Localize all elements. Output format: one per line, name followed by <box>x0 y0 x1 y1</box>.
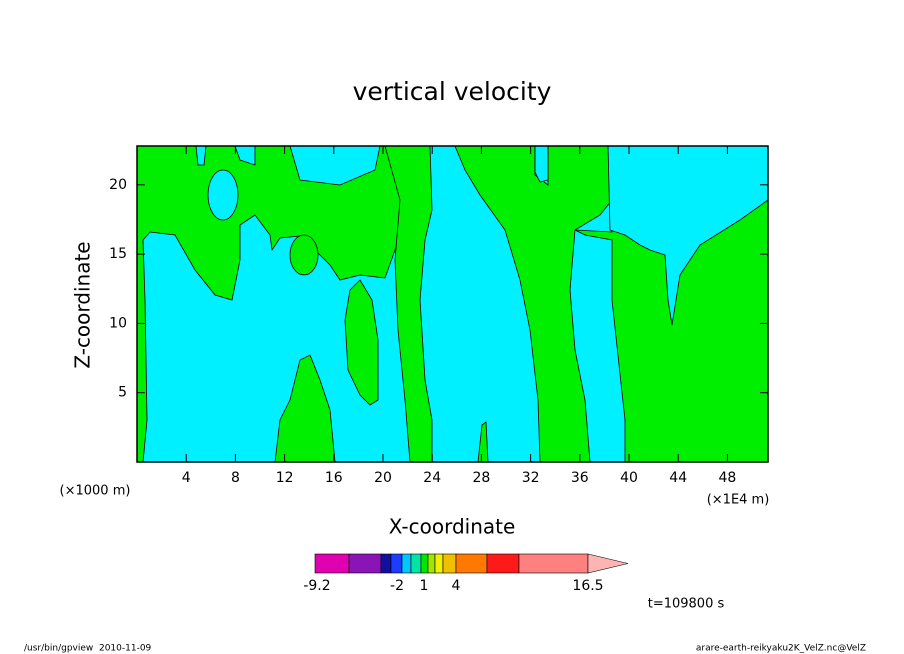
x-tick-label: 48 <box>718 470 736 486</box>
x-tick-label: 8 <box>231 470 240 486</box>
colorbar-tick-label: 4 <box>452 578 461 594</box>
colorbar-tick-label: 1 <box>420 578 429 594</box>
x-tick-label: 12 <box>276 470 294 486</box>
y-unit: (×1000 m) <box>60 484 131 499</box>
x-tick-label: 32 <box>522 470 540 486</box>
x-tick-label: 28 <box>472 470 490 486</box>
colorbar-cell <box>486 553 520 574</box>
y-tick-label: 5 <box>118 385 127 401</box>
colorbar-cell <box>455 553 488 574</box>
contour-fill <box>289 234 319 276</box>
colorbar-cell <box>442 553 457 574</box>
x-tick-label: 44 <box>669 470 687 486</box>
colorbar-tick-label: -2 <box>390 578 404 594</box>
x-tick-label: 40 <box>620 470 638 486</box>
colorbar-tick-label: 16.5 <box>572 578 603 594</box>
x-tick-label: 24 <box>423 470 441 486</box>
footer-right: arare-earth-reikyaku2K_VelZ.nc@VelZ <box>696 644 866 654</box>
y-tick-label: 10 <box>109 315 127 331</box>
colorbar-cell <box>410 553 422 574</box>
colorbar-cell <box>518 553 589 574</box>
colorbar-cell <box>380 553 392 574</box>
x-tick-label: 20 <box>374 470 392 486</box>
colorbar-cell <box>420 553 429 574</box>
contour-fill <box>195 145 207 166</box>
y-axis-label: Z-coordinate <box>71 241 95 368</box>
chart-title: vertical velocity <box>353 77 552 106</box>
x-unit: (×1E4 m) <box>707 493 770 508</box>
x-tick-label: 4 <box>182 470 191 486</box>
colorbar-cell <box>434 553 444 574</box>
contour-fill <box>384 145 433 463</box>
x-tick-label: 16 <box>325 470 343 486</box>
plot-frame <box>136 145 769 463</box>
contour-fill <box>274 354 336 463</box>
colorbar-cell <box>390 553 403 574</box>
time-label: t=109800 s <box>648 597 725 612</box>
x-tick-label: 36 <box>571 470 589 486</box>
y-tick-label: 15 <box>109 246 127 262</box>
colorbar-cell <box>314 553 350 574</box>
y-tick-label: 20 <box>109 177 127 193</box>
contour-fill <box>607 145 769 326</box>
colorbar-arrow <box>587 553 629 574</box>
colorbar-tick-label: -9.2 <box>303 578 330 594</box>
colorbar-cell <box>401 553 412 574</box>
contour-fill <box>344 279 379 406</box>
contour-fill <box>534 145 549 183</box>
colorbar-cell <box>348 553 382 574</box>
footer-left: /usr/bin/gpview 2010-11-09 <box>24 644 152 654</box>
x-axis-label: X-coordinate <box>389 515 516 539</box>
colorbar-cell <box>427 553 436 574</box>
contour-fill <box>207 169 239 221</box>
